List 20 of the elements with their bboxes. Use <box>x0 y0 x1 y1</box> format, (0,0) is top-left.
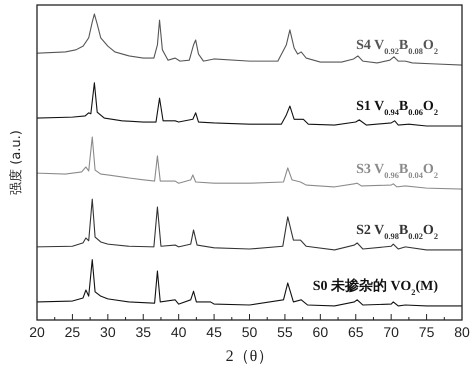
x-tick-label: 40 <box>170 324 187 340</box>
series-label: S0 未掺杂的 VO$_{2}$(M) <box>312 276 438 296</box>
x-tick-label: 25 <box>64 324 80 340</box>
y-axis-title: 强度 (a.u.) <box>8 130 24 195</box>
x-tick-label: 60 <box>312 324 328 340</box>
x-tick-label: 80 <box>454 324 470 340</box>
series-label: S4 V$_{0.92}$B$_{0.08}$O$_{2}$ <box>356 38 438 56</box>
x-tick-label: 35 <box>135 324 152 340</box>
x-tick-label: 65 <box>348 324 364 340</box>
x-tick-label: 20 <box>29 324 45 340</box>
series-label: S1 V$_{0.94}$B$_{0.06}$O$_{2}$ <box>356 98 438 116</box>
x-tick-label: 75 <box>418 324 435 340</box>
x-tick-label: 55 <box>277 324 293 340</box>
x-tick-label: 70 <box>383 324 400 340</box>
x-tick-label: 50 <box>242 324 258 340</box>
x-axis-title: 2（θ） <box>226 348 274 365</box>
series-label: S3 V$_{0.96}$B$_{0.04}$O$_{2}$ <box>356 162 438 180</box>
x-tick-label: 30 <box>100 324 116 340</box>
series-label: S2 V$_{0.98}$B$_{0.02}$O$_{2}$ <box>356 222 438 240</box>
x-tick-label: 45 <box>206 324 222 340</box>
